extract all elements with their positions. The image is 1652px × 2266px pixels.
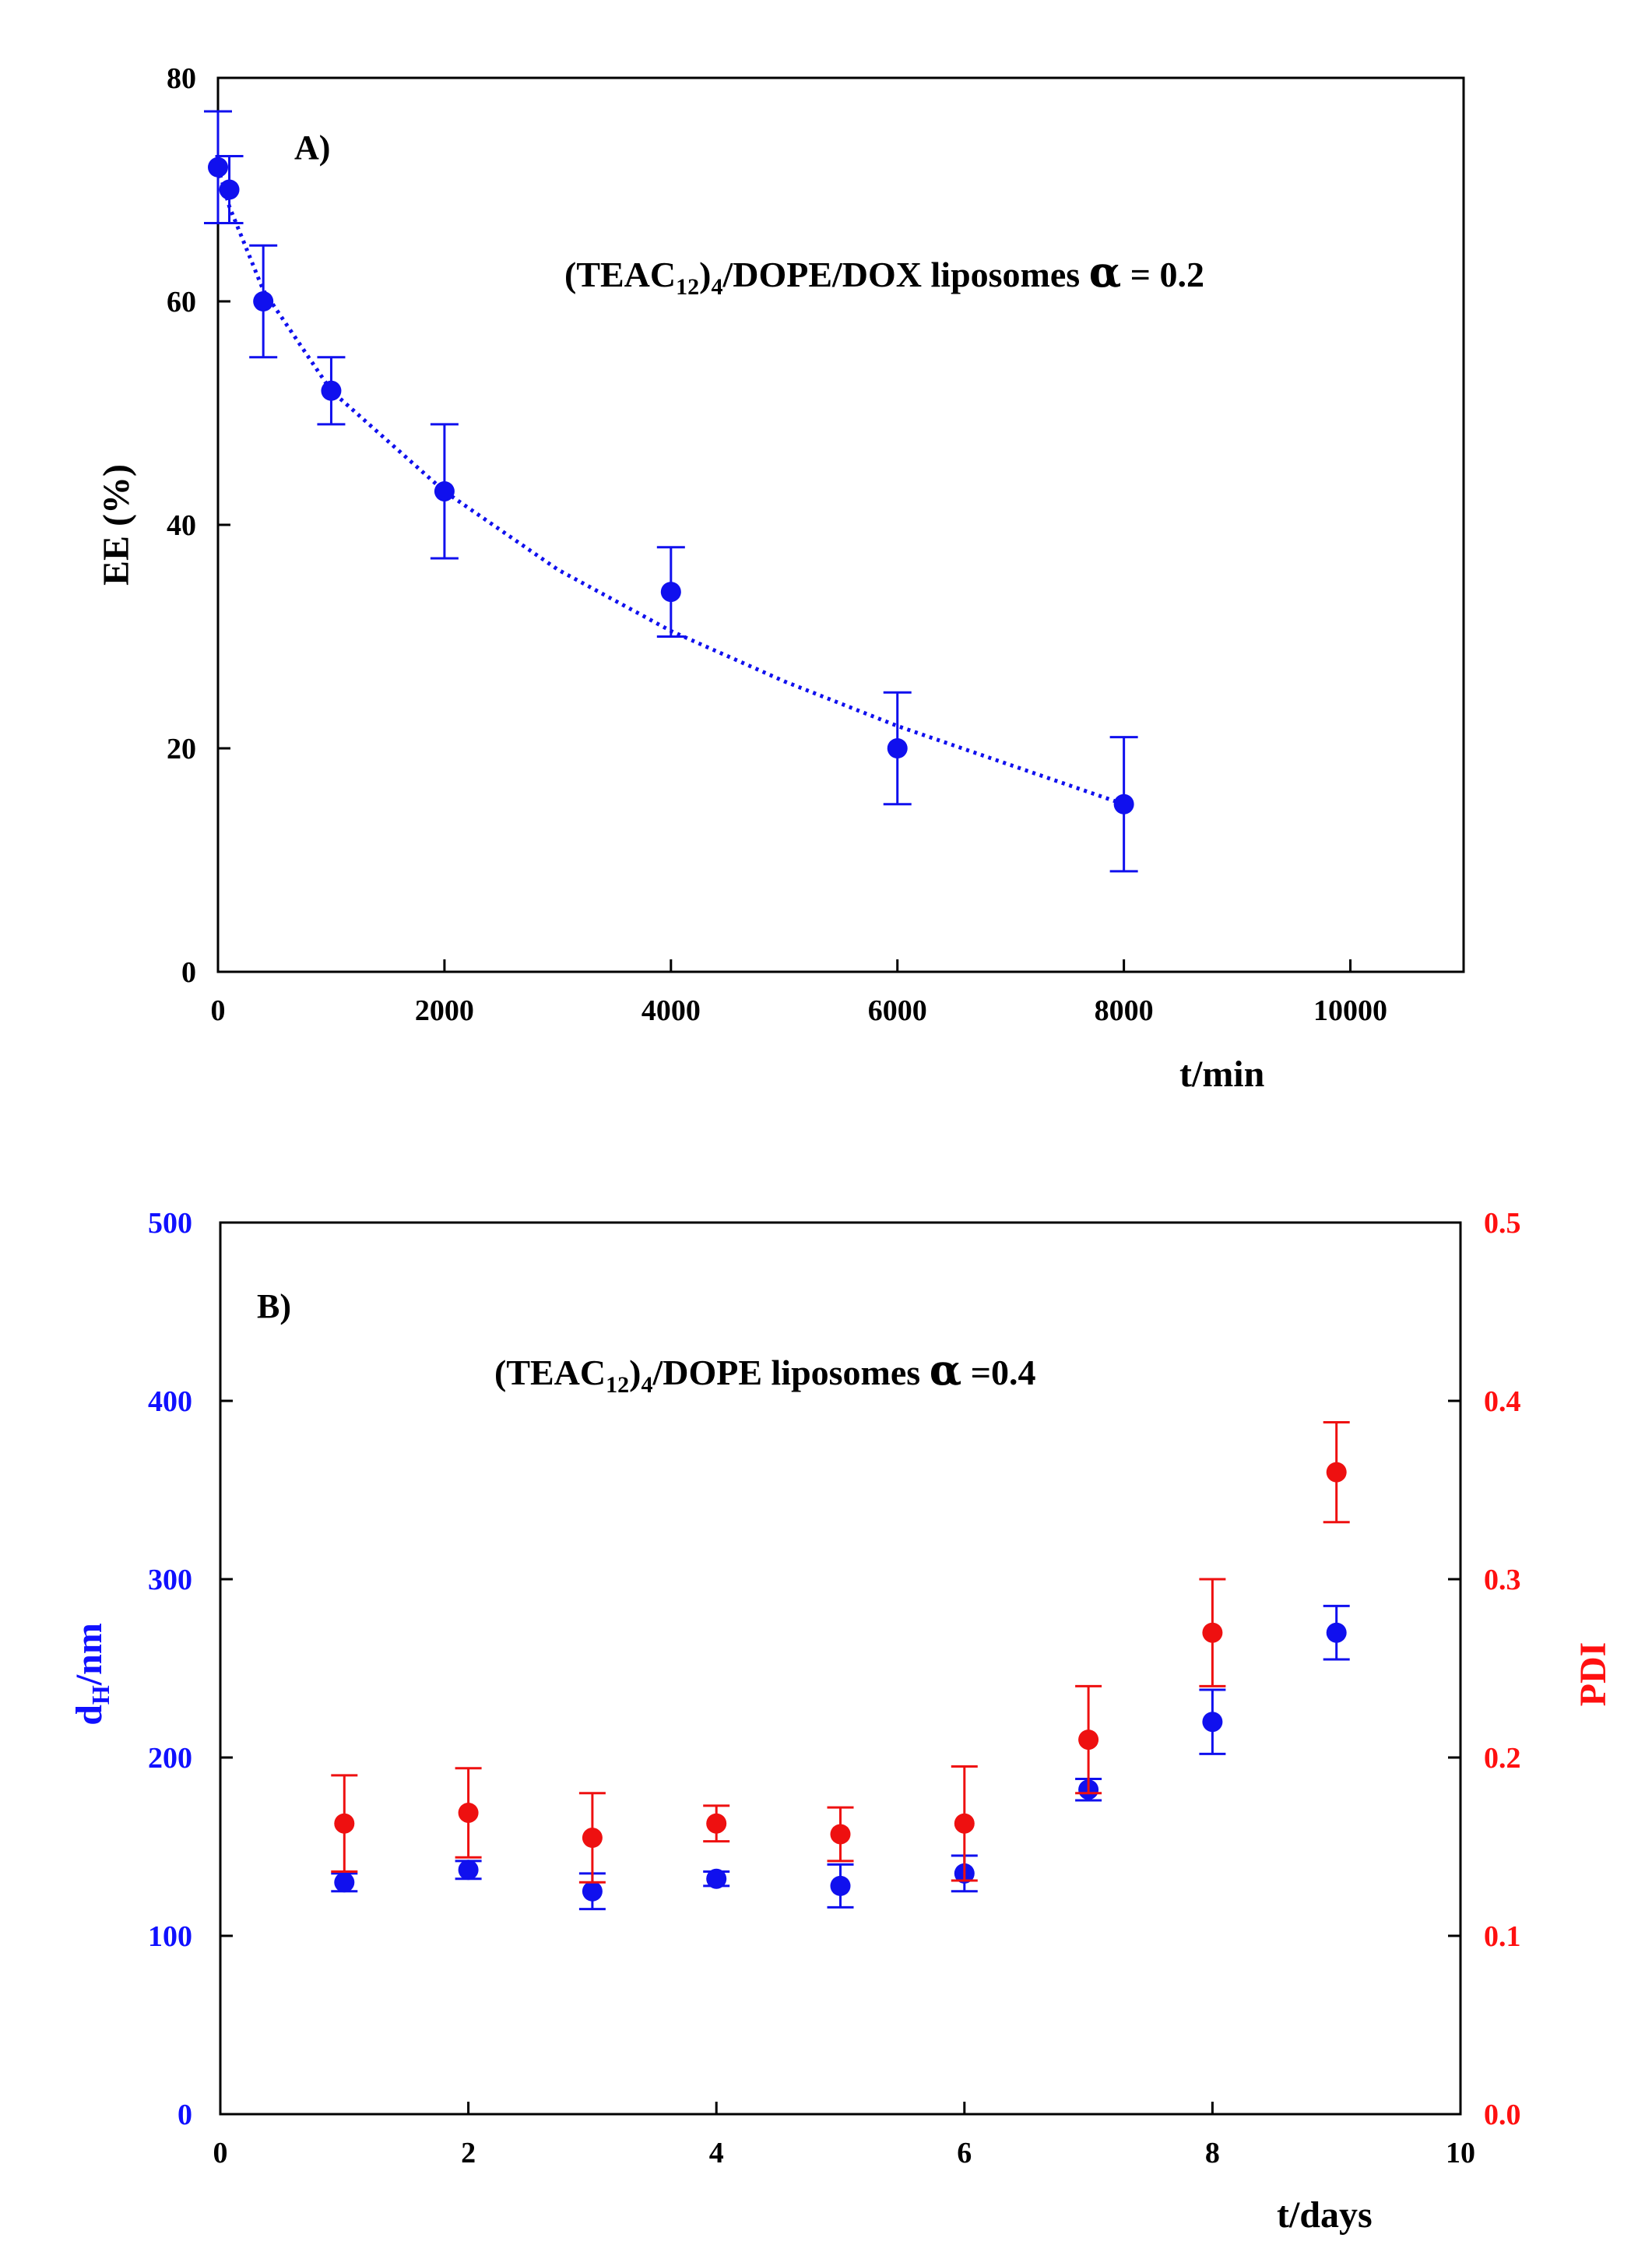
annotation-a-mid: ) — [699, 255, 711, 294]
panel-b-ticks: 0 2 4 6 8 1001002003004005000.00.10.20.30.40.… — [148, 1207, 1521, 2169]
dH-data-point — [334, 1872, 355, 1893]
dH-data-point — [458, 1860, 479, 1881]
data-point — [887, 738, 908, 758]
annotation-b-sub2: 4 — [641, 1372, 652, 1398]
x-tick-label: 0 — [211, 994, 226, 1027]
annotation-a-prefix: (TEAC — [564, 255, 676, 294]
PDI-data-point — [458, 1802, 479, 1823]
y-right-tick-label: 0.5 — [1484, 1207, 1521, 1240]
dH-data-point — [830, 1875, 851, 1896]
panel-b-right-axis-title: PDI — [1573, 1642, 1614, 1707]
panel-a-x-axis-title: t/min — [1179, 1054, 1264, 1095]
PDI-data-point — [582, 1828, 603, 1849]
dH-data-point — [1326, 1622, 1347, 1643]
left-axis-title-rest: /nm — [69, 1623, 110, 1686]
annotation-b-mid: ) — [629, 1353, 641, 1392]
y-left-tick-label: 500 — [148, 1207, 192, 1240]
left-axis-title-main: d — [69, 1705, 110, 1726]
PDI-data-point — [334, 1813, 355, 1834]
x-tick-label: 2000 — [415, 994, 474, 1027]
data-point — [1113, 793, 1134, 815]
y-tick-label: 80 — [167, 62, 196, 95]
x-tick-label: 10000 — [1313, 994, 1387, 1027]
PDI-data-point — [954, 1813, 975, 1834]
dH-data-point — [706, 1868, 727, 1889]
annotation-b-sub1: 12 — [606, 1372, 629, 1398]
panel-a-annotation: (TEAC12)4/DOPE/DOX liposomes α = 0.2 — [564, 247, 1204, 300]
data-point — [253, 291, 274, 311]
x-tick-label: 6000 — [868, 994, 927, 1027]
y-tick-label: 20 — [167, 733, 196, 765]
panel-a-y-axis-title: EE (%) — [96, 464, 137, 586]
y-right-tick-label: 0.2 — [1484, 1742, 1521, 1775]
panel-a-label: A) — [294, 128, 330, 167]
annotation-b-eq: =0.4 — [961, 1353, 1035, 1392]
x-tick-label: 4 — [709, 2137, 724, 2169]
PDI-data-point — [830, 1824, 851, 1845]
annotation-a-suffix: /DOPE/DOX liposomes — [722, 255, 1088, 294]
data-point — [208, 157, 228, 178]
panel-b-label: B) — [257, 1287, 291, 1325]
data-point — [434, 480, 455, 501]
panel-b-x-axis-title: t/days — [1277, 2194, 1373, 2236]
dH-data-point — [1202, 1712, 1223, 1733]
y-tick-label: 60 — [167, 286, 196, 318]
annotation-a-greek: α — [1089, 247, 1122, 297]
panel-b-data-points — [331, 1420, 1350, 1911]
y-tick-label: 40 — [167, 509, 196, 542]
PDI-data-point — [1202, 1622, 1223, 1643]
y-right-tick-label: 0.3 — [1484, 1564, 1521, 1596]
x-tick-label: 10 — [1446, 2137, 1475, 2169]
x-tick-label: 8000 — [1095, 994, 1154, 1027]
y-right-tick-label: 0.0 — [1484, 2099, 1521, 2131]
data-point — [219, 179, 240, 200]
PDI-data-point — [706, 1813, 727, 1834]
panel-a: 0 2000 4000 6000 8000 10000 0 20 40 60 80 A) (TEAC… — [96, 62, 1465, 1095]
PDI-data-point — [1078, 1729, 1099, 1751]
y-left-tick-label: 200 — [148, 1742, 192, 1775]
left-axis-title-sub: H — [86, 1685, 114, 1705]
annotation-a-eq: = 0.2 — [1121, 255, 1204, 294]
x-tick-label: 0 — [213, 2137, 228, 2169]
annotation-a-sub1: 12 — [676, 274, 699, 300]
y-right-tick-label: 0.1 — [1484, 1920, 1521, 1953]
y-right-tick-label: 0.4 — [1484, 1385, 1521, 1418]
annotation-a-sub2: 4 — [711, 274, 722, 300]
annotation-b-suffix: /DOPE liposomes — [652, 1353, 929, 1392]
panel-a-plot-frame — [216, 76, 1465, 973]
y-left-tick-label: 0 — [178, 2099, 192, 2131]
y-left-tick-label: 100 — [148, 1920, 192, 1953]
dH-data-point — [582, 1881, 603, 1902]
x-tick-label: 2 — [461, 2137, 476, 2169]
y-tick-label: 0 — [181, 956, 196, 989]
y-left-tick-label: 300 — [148, 1564, 192, 1596]
y-left-tick-label: 400 — [148, 1385, 192, 1418]
panel-a-data-points — [204, 110, 1138, 873]
panel-b-plot-frame — [219, 1221, 1462, 2116]
panel-a-ticks: 0 2000 4000 6000 8000 10000 0 20 40 60 80 — [167, 62, 1387, 1027]
panel-b-left-axis-title: dH/nm — [69, 1623, 114, 1726]
panel-b: 0 2 4 6 8 1001002003004005000.00.10.20.30.40.… — [69, 1207, 1614, 2236]
data-point — [321, 380, 342, 401]
data-point — [660, 582, 681, 603]
x-tick-label: 8 — [1205, 2137, 1220, 2169]
annotation-b-greek: α — [930, 1345, 962, 1395]
PDI-data-point — [1326, 1462, 1347, 1483]
annotation-b-prefix: (TEAC — [494, 1353, 606, 1392]
x-tick-label: 6 — [957, 2137, 972, 2169]
x-tick-label: 4000 — [641, 994, 701, 1027]
panel-b-annotation: (TEAC12)4/DOPE liposomes α =0.4 — [494, 1345, 1035, 1398]
